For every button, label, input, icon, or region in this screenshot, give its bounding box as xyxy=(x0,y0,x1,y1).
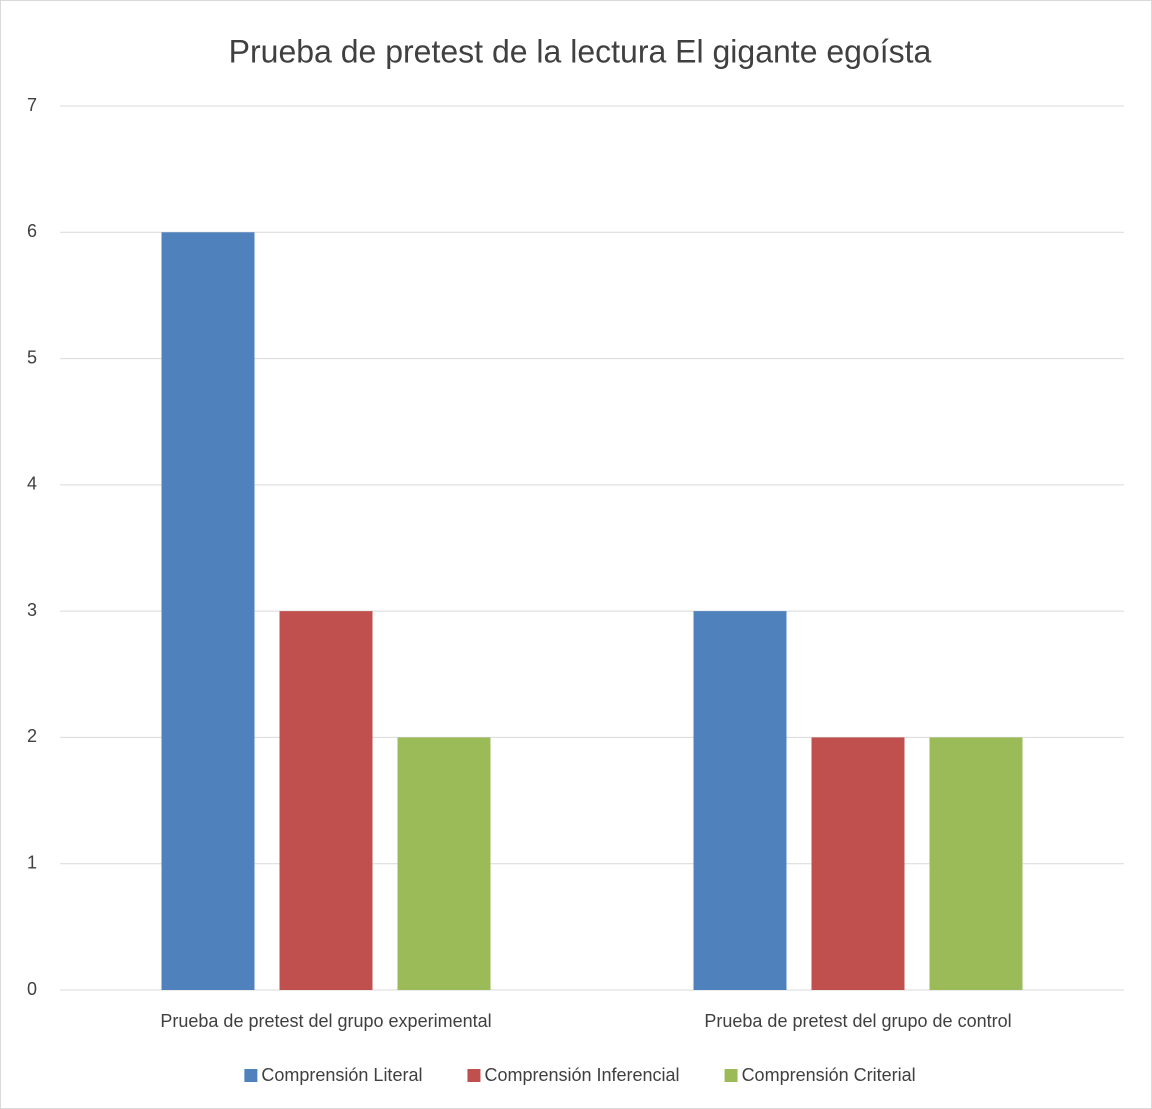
x-tick-label: Prueba de pretest del grupo experimental xyxy=(160,1011,491,1031)
y-tick-label: 0 xyxy=(27,979,37,999)
bar xyxy=(693,611,787,990)
y-tick-label: 7 xyxy=(27,95,37,115)
legend-label: Comprensión Literal xyxy=(261,1065,422,1085)
bar xyxy=(929,737,1023,990)
y-tick-label: 3 xyxy=(27,600,37,620)
y-tick-label: 2 xyxy=(27,726,37,746)
bar xyxy=(397,737,491,990)
bar xyxy=(811,737,905,990)
legend-label: Comprensión Inferencial xyxy=(484,1065,679,1085)
y-tick-label: 4 xyxy=(27,474,37,494)
legend-swatch xyxy=(467,1069,481,1082)
legend-label: Comprensión Criterial xyxy=(742,1065,916,1085)
bar xyxy=(161,232,255,991)
legend-swatch xyxy=(724,1069,738,1082)
chart-title: Prueba de pretest de la lectura El gigan… xyxy=(229,33,932,69)
y-tick-label: 5 xyxy=(27,347,37,367)
legend-swatch xyxy=(244,1069,258,1082)
y-tick-label: 1 xyxy=(27,852,37,872)
bar xyxy=(279,611,373,990)
x-tick-label: Prueba de pretest del grupo de control xyxy=(704,1011,1011,1031)
y-tick-label: 6 xyxy=(27,221,37,241)
